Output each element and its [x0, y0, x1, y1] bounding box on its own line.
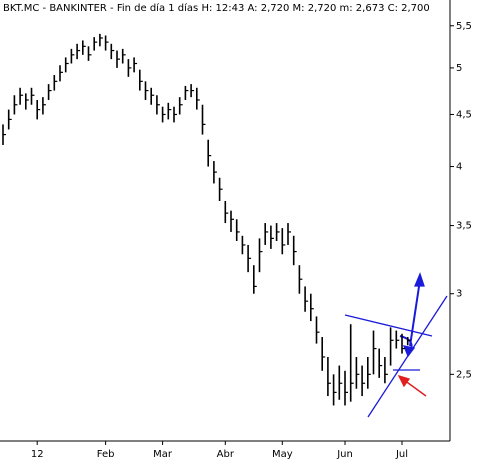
x-tick-label: Mar — [153, 449, 173, 460]
x-tick-label: Jun — [336, 449, 353, 460]
annotations — [344, 272, 448, 418]
y-tick-label: 2,5 — [456, 369, 472, 380]
arrow-head — [397, 374, 411, 388]
x-tick-label: Jul — [395, 449, 408, 460]
arrow-head — [402, 345, 416, 358]
trend-line — [344, 314, 433, 337]
y-tick-label: 3 — [456, 289, 462, 300]
x-tick-label: Feb — [97, 449, 115, 460]
y-tick-label: 3,5 — [456, 221, 472, 232]
x-tick-label: 12 — [31, 449, 44, 460]
arrow-head — [414, 272, 425, 287]
y-tick-label: 4 — [456, 162, 462, 173]
x-tick-label: Abr — [217, 449, 235, 460]
arrow — [409, 279, 421, 347]
chart-title: BKT.MC - BANKINTER - Fin de día 1 días H… — [3, 2, 430, 14]
y-tick-label: 4,5 — [456, 109, 472, 120]
y-tick-label: 5 — [456, 63, 462, 74]
arrow — [403, 379, 427, 397]
y-tick-label: 5,5 — [456, 21, 472, 32]
x-tick-label: May — [272, 449, 293, 460]
